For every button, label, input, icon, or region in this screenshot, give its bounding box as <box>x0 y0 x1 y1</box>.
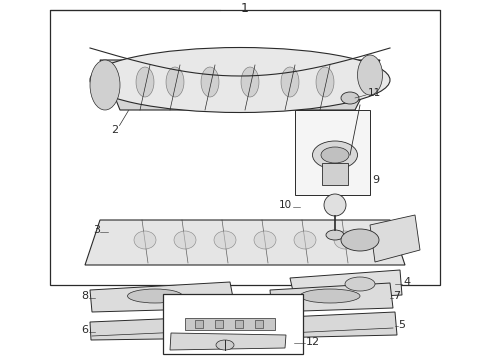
Bar <box>255 320 263 328</box>
Ellipse shape <box>134 231 156 249</box>
Ellipse shape <box>90 60 120 110</box>
Bar <box>295 110 370 195</box>
Bar <box>322 163 348 185</box>
Ellipse shape <box>214 231 236 249</box>
Ellipse shape <box>127 289 182 303</box>
Polygon shape <box>370 215 420 262</box>
Polygon shape <box>265 312 397 338</box>
Ellipse shape <box>254 231 276 249</box>
Ellipse shape <box>300 289 360 303</box>
Ellipse shape <box>201 67 219 97</box>
Polygon shape <box>90 316 232 340</box>
Bar <box>185 318 275 330</box>
Ellipse shape <box>313 141 358 169</box>
Bar <box>195 320 203 328</box>
Text: 2: 2 <box>111 125 119 135</box>
Ellipse shape <box>281 67 299 97</box>
Ellipse shape <box>326 230 344 240</box>
Ellipse shape <box>216 340 234 350</box>
Bar <box>235 320 243 328</box>
Ellipse shape <box>294 231 316 249</box>
Text: 1: 1 <box>241 1 249 14</box>
Polygon shape <box>270 283 393 312</box>
Text: 3: 3 <box>93 225 100 235</box>
Text: 10: 10 <box>279 200 292 210</box>
Ellipse shape <box>341 92 359 104</box>
Bar <box>163 294 303 354</box>
Ellipse shape <box>90 48 390 112</box>
Ellipse shape <box>166 67 184 97</box>
Text: 8: 8 <box>81 291 88 301</box>
Polygon shape <box>90 282 235 312</box>
Ellipse shape <box>334 231 356 249</box>
Ellipse shape <box>136 67 154 97</box>
Ellipse shape <box>316 67 334 97</box>
Polygon shape <box>290 270 402 300</box>
Ellipse shape <box>345 277 375 291</box>
Ellipse shape <box>358 55 383 95</box>
Text: 9: 9 <box>372 175 379 185</box>
Ellipse shape <box>321 147 349 163</box>
Bar <box>50 10 440 285</box>
Bar <box>215 320 223 328</box>
Polygon shape <box>85 220 405 265</box>
Text: 4: 4 <box>403 277 410 287</box>
Text: 6: 6 <box>81 325 88 335</box>
Polygon shape <box>100 60 380 110</box>
Text: 7: 7 <box>393 291 400 301</box>
Ellipse shape <box>241 67 259 97</box>
Text: 12: 12 <box>306 337 320 347</box>
Ellipse shape <box>324 194 346 216</box>
Ellipse shape <box>341 229 379 251</box>
Polygon shape <box>170 333 286 350</box>
Ellipse shape <box>174 231 196 249</box>
Text: 5: 5 <box>398 320 405 330</box>
Text: 11: 11 <box>368 88 381 98</box>
